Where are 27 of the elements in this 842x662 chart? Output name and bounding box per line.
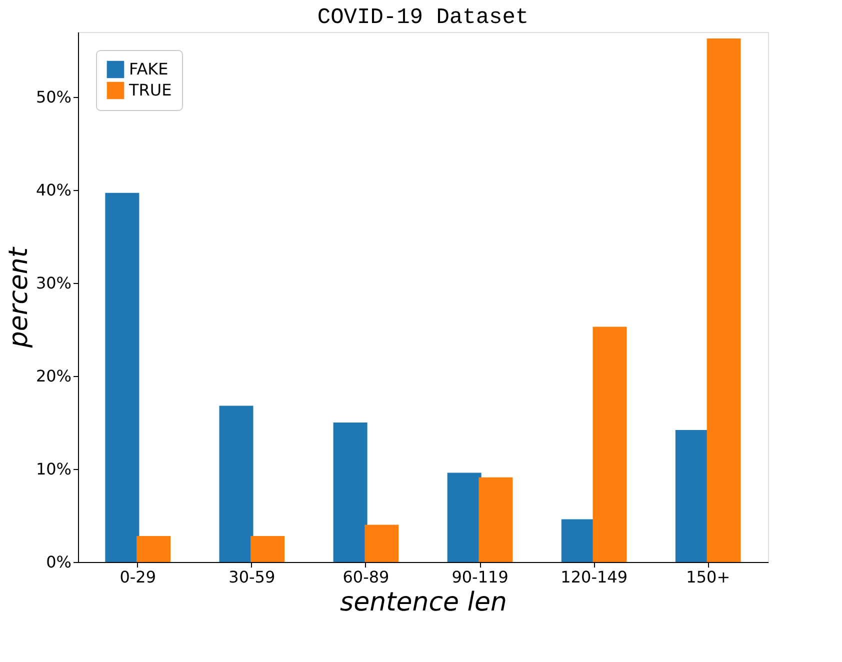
y-tick-label: 30% bbox=[36, 274, 72, 293]
bar bbox=[333, 422, 368, 562]
y-tick-label: 40% bbox=[36, 180, 72, 200]
bar bbox=[478, 477, 513, 562]
bar bbox=[592, 326, 627, 562]
legend-label: TRUE bbox=[128, 80, 172, 100]
y-tick-label: 20% bbox=[36, 366, 72, 386]
x-tick-label: 150+ bbox=[686, 568, 730, 586]
bar bbox=[105, 192, 140, 562]
bar bbox=[706, 38, 741, 562]
bar bbox=[447, 472, 482, 562]
y-tick-label: 10% bbox=[36, 460, 72, 479]
y-axis-title: percent bbox=[4, 246, 34, 349]
x-tick-label: 0-29 bbox=[120, 568, 156, 586]
x-tick-label: 30-59 bbox=[228, 568, 276, 586]
bar bbox=[219, 406, 254, 562]
x-axis-title: sentence len bbox=[340, 588, 507, 618]
bar bbox=[364, 524, 399, 562]
bar bbox=[136, 536, 171, 562]
legend-label: FAKE bbox=[129, 60, 168, 78]
x-tick-label: 120-149 bbox=[560, 568, 628, 586]
chart-title: COVID-19 Dataset bbox=[317, 5, 529, 30]
x-tick-label: 60-89 bbox=[342, 568, 390, 586]
bar bbox=[250, 536, 285, 562]
x-tick-label: 90-119 bbox=[452, 568, 508, 586]
y-tick-label: 50% bbox=[36, 88, 72, 107]
y-tick-label: 0% bbox=[46, 552, 72, 572]
